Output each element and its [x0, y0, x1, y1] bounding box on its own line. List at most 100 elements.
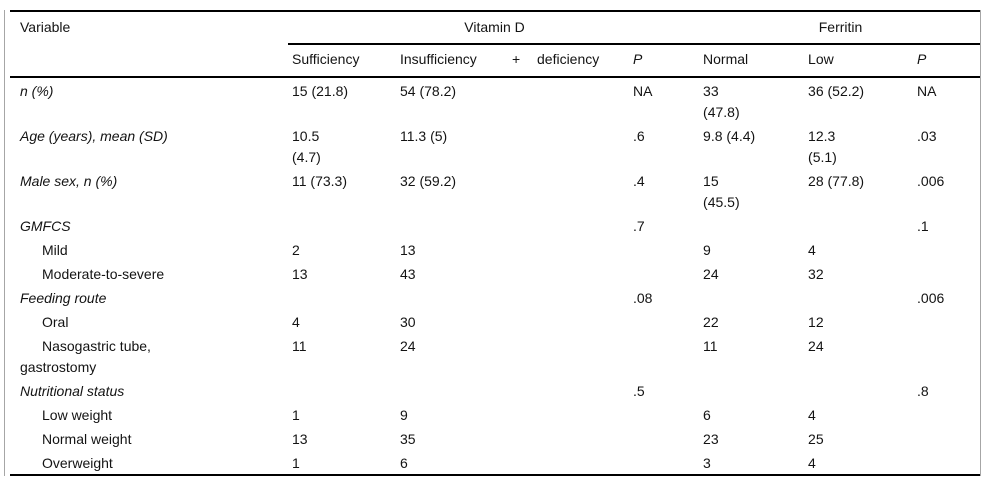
column-header-3: deficiency [533, 44, 629, 78]
data-cell [913, 261, 980, 285]
data-cell [508, 168, 533, 213]
variable-cell: GMFCS [20, 218, 71, 234]
data-cell [533, 378, 629, 402]
table-row: Moderate-to-severe 13 43 24 32 [10, 261, 980, 285]
data-cell: .006 [917, 290, 945, 306]
data-cell [508, 237, 533, 261]
variable-cell: Normal weight [42, 431, 132, 447]
data-cell: 11 (73.3) [292, 173, 347, 189]
data-cell [629, 450, 699, 475]
data-cell: 30 [400, 314, 416, 330]
data-cell [508, 402, 533, 426]
data-cell: 15 (21.8) [292, 83, 349, 99]
data-cell [508, 450, 533, 475]
data-cell: 15 (45.5) [703, 173, 740, 210]
data-cell [508, 285, 533, 309]
data-cell: 6 [703, 407, 711, 423]
data-cell: .6 [633, 128, 645, 144]
table-row: Nasogastric tube, gastrostomy 11 24 11 24 [10, 333, 980, 378]
data-cell [396, 378, 508, 402]
data-cell [913, 309, 980, 333]
data-cell: 13 [292, 431, 308, 447]
column-header-1: Insufficiency [396, 44, 508, 78]
column-header-row: Sufficiency Insufficiency + deficiency P Norm… [10, 44, 981, 78]
data-cell: 6 [400, 455, 408, 471]
variable-cell: Nasogastric tube, gastrostomy [20, 338, 151, 375]
variable-cell: Moderate-to-severe [42, 266, 165, 282]
data-cell [804, 378, 913, 402]
variable-cell: Age (years), mean (SD) [20, 128, 168, 144]
table-row: Overweight 1 6 3 4 [10, 450, 980, 475]
table-row: Age (years), mean (SD) 10.5 (4.7) 11.3 (5)… [10, 123, 980, 168]
data-cell: .1 [917, 218, 929, 234]
data-cell [629, 309, 699, 333]
table-header: Variable Vitamin D Ferritin Sufficiency I… [10, 11, 981, 78]
data-cell: 25 [808, 431, 824, 447]
data-cell: 3 [703, 455, 711, 471]
data-cell [508, 309, 533, 333]
data-cell [288, 213, 396, 237]
data-cell [508, 213, 533, 237]
data-cell [913, 237, 980, 261]
data-cell: 11 [703, 338, 718, 354]
variable-cell: Oral [42, 314, 69, 330]
data-cell [533, 237, 629, 261]
column-header-6: Low [804, 44, 914, 78]
data-cell: 9.8 (4.4) [703, 128, 756, 144]
data-cell [699, 285, 804, 309]
data-cell: 43 [400, 266, 416, 282]
column-header-variable: Variable [10, 11, 288, 78]
group-header-vitamin-d: Vitamin D [288, 11, 700, 45]
data-cell: 36 (52.2) [808, 83, 865, 99]
data-cell [508, 261, 533, 285]
table-row: Oral 4 30 22 12 [10, 309, 980, 333]
data-cell: .08 [633, 290, 653, 306]
column-header-2: + [508, 44, 533, 78]
data-cell [533, 213, 629, 237]
data-cell [533, 168, 629, 213]
data-cell [533, 123, 629, 168]
data-cell [508, 123, 533, 168]
data-cell [913, 426, 980, 450]
data-cell: .006 [917, 173, 945, 189]
data-cell: 4 [808, 455, 816, 471]
variable-cell: Male sex, n (%) [20, 173, 118, 189]
data-cell [629, 426, 699, 450]
data-cell: .4 [633, 173, 645, 189]
data-cell [699, 213, 804, 237]
column-header-4: P [629, 44, 700, 78]
table-body: n (%) 15 (21.8) 54 (78.2) NA 33 (47.8) 36 (52… [10, 77, 980, 475]
data-cell: 33 (47.8) [703, 83, 740, 120]
data-cell: 11.3 (5) [400, 128, 448, 144]
data-cell [629, 402, 699, 426]
variable-cell: Low weight [42, 407, 113, 423]
table-row: Feeding route .08 .006 [10, 285, 980, 309]
group-header-row: Variable Vitamin D Ferritin [10, 11, 981, 78]
data-cell [533, 450, 629, 475]
data-cell: 13 [400, 242, 416, 258]
data-cell [533, 285, 629, 309]
data-cell: 1 [292, 455, 300, 471]
variable-cell: Feeding route [20, 290, 107, 306]
data-cell [804, 285, 913, 309]
column-header-5: Normal [699, 44, 805, 78]
column-header-7: P [913, 44, 981, 78]
data-cell: 12 [808, 314, 824, 330]
data-cell: 2 [292, 242, 300, 258]
data-cell: 4 [808, 242, 816, 258]
data-cell: 12.3 (5.1) [808, 128, 837, 165]
data-cell [533, 426, 629, 450]
data-cell [508, 378, 533, 402]
data-cell: 9 [400, 407, 408, 423]
data-cell [629, 333, 699, 378]
data-cell: 13 [292, 266, 308, 282]
data-cell: 10.5 (4.7) [292, 128, 321, 165]
data-cell: .8 [917, 383, 929, 399]
data-cell: 4 [808, 407, 816, 423]
data-cell [699, 378, 804, 402]
data-cell: NA [917, 83, 937, 99]
data-cell: 28 (77.8) [808, 173, 865, 189]
data-cell: .5 [633, 383, 645, 399]
data-cell: NA [633, 83, 653, 99]
table-row: Normal weight 13 35 23 25 [10, 426, 980, 450]
